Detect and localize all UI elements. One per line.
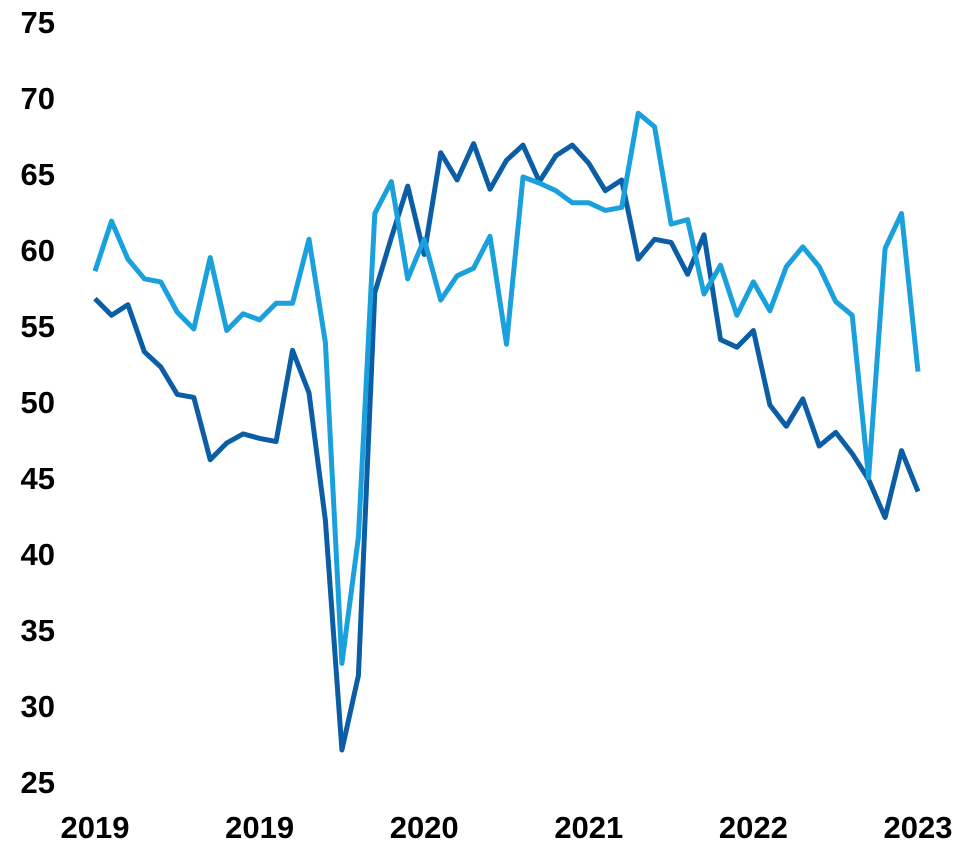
x-tick-label: 2021 bbox=[554, 810, 623, 845]
y-tick-label: 25 bbox=[21, 765, 55, 800]
y-tick-label: 70 bbox=[21, 81, 55, 116]
y-tick-label: 30 bbox=[21, 689, 55, 724]
line-series bbox=[93, 141, 921, 753]
line-series bbox=[92, 110, 921, 666]
x-tick-label: 2023 bbox=[884, 810, 953, 845]
y-tick-label: 75 bbox=[21, 5, 55, 40]
y-tick-label: 65 bbox=[21, 157, 55, 192]
y-tick-label: 35 bbox=[21, 613, 55, 648]
x-tick-label: 2022 bbox=[719, 810, 788, 845]
y-tick-label: 60 bbox=[21, 233, 55, 268]
x-tick-label: 2019 bbox=[61, 810, 130, 845]
y-tick-label: 45 bbox=[21, 461, 55, 496]
x-tick-label: 2019 bbox=[225, 810, 294, 845]
x-tick-label: 2020 bbox=[390, 810, 459, 845]
y-tick-label: 55 bbox=[21, 309, 55, 344]
y-tick-label: 40 bbox=[21, 537, 55, 572]
y-tick-label: 50 bbox=[21, 385, 55, 420]
